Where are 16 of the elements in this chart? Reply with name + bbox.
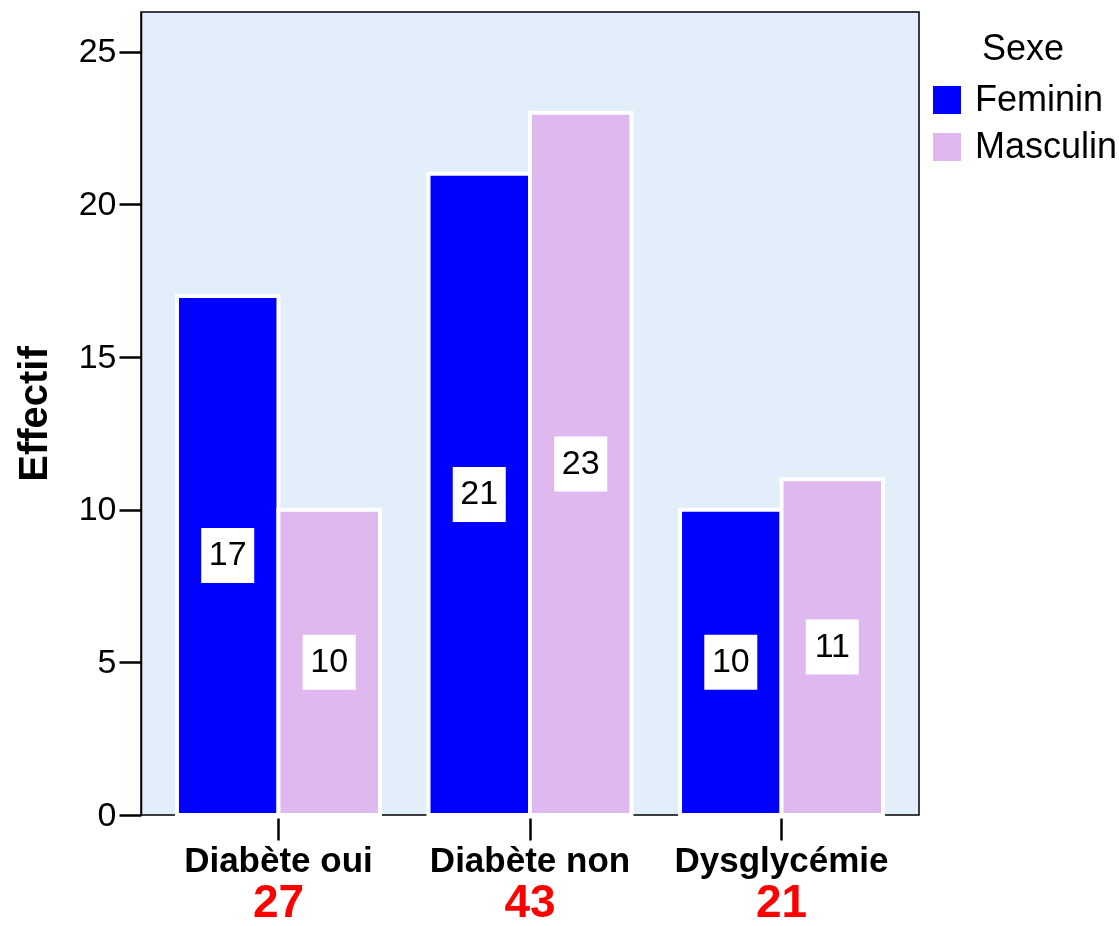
y-tick-label: 20 [78, 183, 117, 222]
data-label: 10 [310, 641, 349, 680]
data-label: 11 [814, 626, 850, 665]
legend-label: Masculin [975, 125, 1118, 166]
data-label: 23 [561, 442, 600, 481]
y-tick-label: 0 [97, 794, 117, 833]
y-axis-title: Effectif [10, 345, 55, 482]
legend-title: Sexe [981, 27, 1065, 68]
legend-label: Feminin [975, 78, 1104, 119]
data-label: 21 [460, 473, 499, 512]
y-tick-label: 25 [78, 31, 117, 70]
data-label: 10 [711, 641, 750, 680]
data-label: 17 [208, 534, 247, 573]
y-tick-label: 10 [78, 489, 117, 528]
y-tick-label: 5 [97, 641, 117, 680]
y-tick-label: 15 [78, 336, 117, 375]
